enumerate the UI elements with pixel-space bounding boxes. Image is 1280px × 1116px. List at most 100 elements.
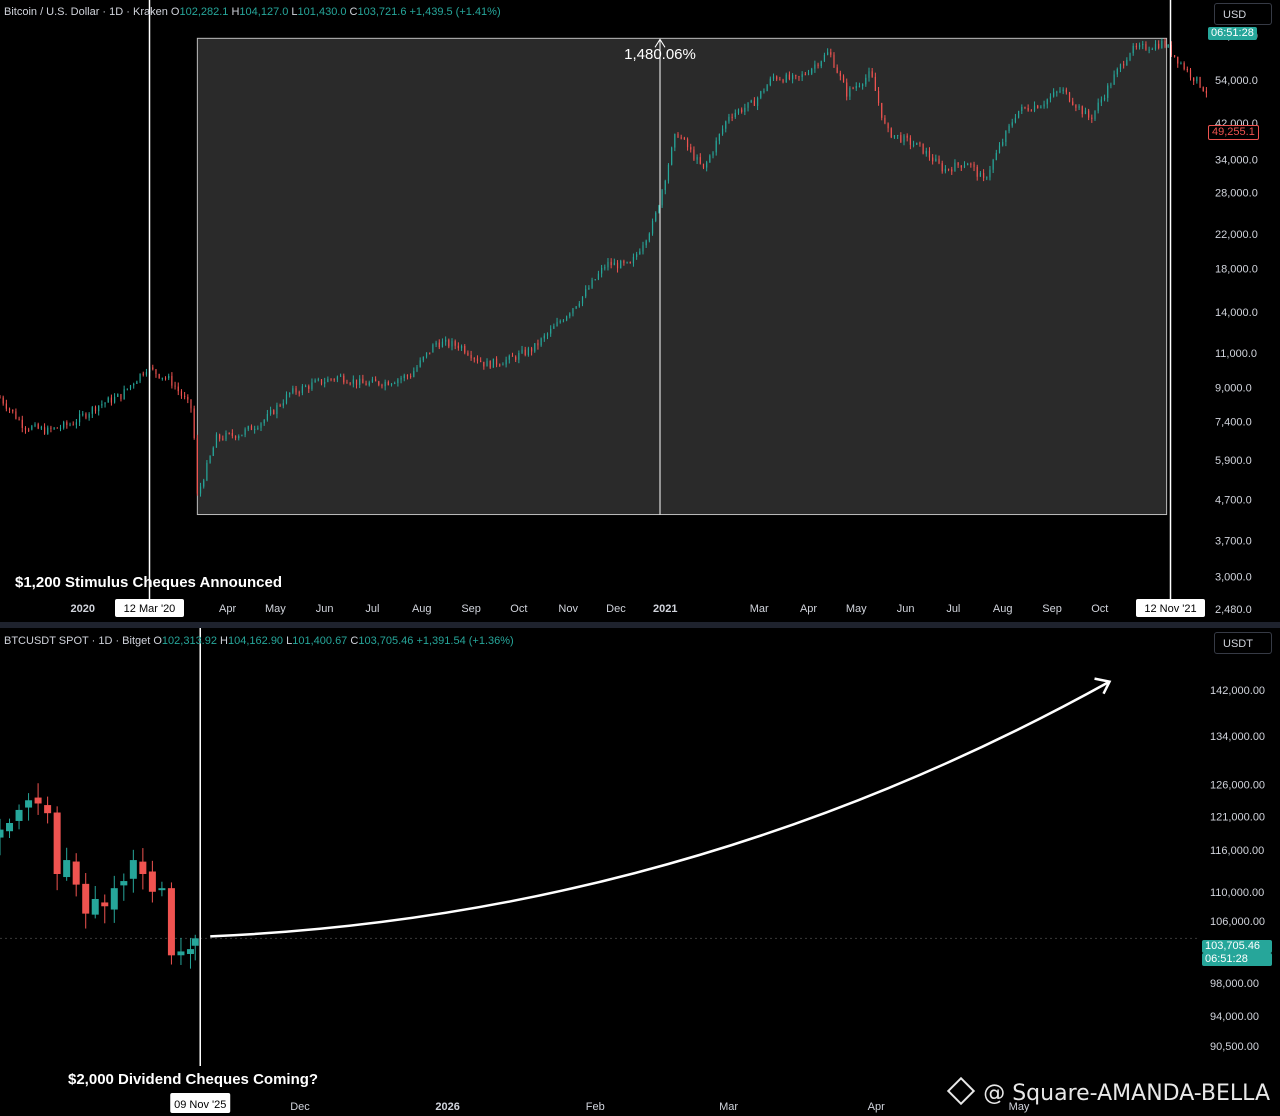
candle-body xyxy=(1043,104,1045,107)
candle-body xyxy=(1199,77,1201,88)
candle-body xyxy=(336,376,339,380)
y-tick-label: 90,500.00 xyxy=(1210,1041,1259,1053)
top-chart-pane[interactable]: 1,480.06%70,000.054,000.042,000.034,000.… xyxy=(0,0,1280,622)
candle-body xyxy=(403,375,405,379)
candle-body xyxy=(613,262,615,266)
candle-body xyxy=(110,397,113,403)
candle-body xyxy=(868,71,870,78)
candle-body xyxy=(814,64,816,69)
candle-body xyxy=(1126,59,1128,66)
candle-body xyxy=(400,378,402,380)
candle-body xyxy=(798,76,800,78)
candle-body xyxy=(43,427,46,434)
candle-body xyxy=(133,384,135,386)
candle-body xyxy=(823,54,826,62)
end-date-tag-bg xyxy=(1136,599,1205,617)
candle-body xyxy=(368,382,370,386)
y-tick-label: 134,000.00 xyxy=(1210,731,1265,743)
candle-body xyxy=(836,67,838,73)
candle-body xyxy=(0,829,4,838)
candle-body xyxy=(804,74,806,76)
candle-body xyxy=(339,375,342,377)
watermark-text: @ Square-AMANDA-BELLA xyxy=(983,1081,1270,1106)
top-countdown-tag: 06:51:28 xyxy=(1208,27,1257,40)
y-tick-label: 94,000.00 xyxy=(1210,1011,1259,1023)
candle-body xyxy=(145,372,148,375)
candle-body xyxy=(441,341,444,348)
projection-arrow-head xyxy=(1094,677,1112,695)
candle-body xyxy=(1154,43,1157,49)
x-tick-label: Feb xyxy=(586,1101,605,1113)
candle-body xyxy=(191,938,199,946)
candle-body xyxy=(1065,89,1067,93)
x-tick-label: Oct xyxy=(510,603,527,615)
candle-body xyxy=(1103,97,1106,100)
candle-body xyxy=(760,91,762,98)
candle-body xyxy=(610,261,612,266)
candle-body xyxy=(1170,44,1172,56)
candle-body xyxy=(88,413,90,418)
candle-body xyxy=(1202,87,1204,91)
candle-body xyxy=(671,147,673,165)
candle-body xyxy=(438,342,440,348)
candle-body xyxy=(1005,130,1007,143)
stimulus-annotation: $1,200 Stimulus Cheques Announced xyxy=(15,574,282,591)
candle-body xyxy=(881,102,883,118)
bottom-change: +1,391.54 (+1.36%) xyxy=(416,635,514,647)
candle-body xyxy=(352,379,354,384)
top-change: +1,439.5 (+1.41%) xyxy=(409,6,501,18)
candle-body xyxy=(979,173,982,177)
candle-body xyxy=(464,345,466,353)
y-tick-label: 5,900.0 xyxy=(1215,455,1252,467)
candle-body xyxy=(553,326,555,329)
candle-body xyxy=(155,369,157,375)
candle-body xyxy=(1094,110,1096,119)
end-date-tag: 12 Nov '21 xyxy=(1144,603,1196,615)
candle-body xyxy=(355,379,358,385)
pane-separator[interactable] xyxy=(0,622,1280,628)
x-tick-label: Mar xyxy=(719,1101,738,1113)
bottom-chart-canvas[interactable]: 142,000.00 134,000.00 126,000.00 121,000.00… xyxy=(0,628,1280,1116)
candle-body xyxy=(530,348,533,352)
bottom-currency-button[interactable]: USDT xyxy=(1214,632,1272,654)
candle-body xyxy=(476,358,479,361)
candle-body xyxy=(66,422,68,426)
measure-arrow-head xyxy=(654,38,666,48)
candle-body xyxy=(1053,92,1055,97)
bottom-countdown-tag: 06:51:28 xyxy=(1202,953,1272,966)
candle-body xyxy=(104,402,106,405)
candle-body xyxy=(129,385,132,389)
candle-body xyxy=(766,85,768,92)
candle-body xyxy=(107,397,109,403)
candle-body xyxy=(394,382,396,384)
candle-body xyxy=(772,76,775,79)
candle-body xyxy=(371,379,374,383)
watermark: @ Square-AMANDA-BELLA xyxy=(947,1076,1270,1106)
candle-body xyxy=(686,139,689,148)
candle-body xyxy=(483,361,485,367)
candle-body xyxy=(63,422,65,428)
candle-body xyxy=(546,333,549,336)
candle-body xyxy=(941,163,943,172)
candle-body xyxy=(753,100,756,106)
x-tick-label: Sep xyxy=(1042,603,1062,615)
start-date-tag-bg xyxy=(115,599,184,617)
candle-body xyxy=(967,163,969,166)
candle-body xyxy=(279,405,281,407)
candle-body xyxy=(1072,101,1074,106)
top-chart-canvas[interactable]: 1,480.06%70,000.054,000.042,000.034,000.… xyxy=(0,0,1280,622)
candle-body xyxy=(139,861,147,875)
candle-body xyxy=(648,233,650,241)
candle-body xyxy=(944,168,946,172)
candle-body xyxy=(1027,107,1029,111)
candle-body xyxy=(721,128,724,134)
candle-body xyxy=(960,165,962,168)
bottom-chart-pane[interactable]: 142,000.00 134,000.00 126,000.00 121,000.00… xyxy=(0,628,1280,1116)
candle-body xyxy=(387,381,389,386)
candle-body xyxy=(254,428,256,430)
x-tick-label: Jun xyxy=(897,603,915,615)
y-tick-label: 142,000.00 xyxy=(1210,685,1265,697)
top-currency-button[interactable]: USD xyxy=(1214,3,1272,25)
candle-body xyxy=(473,358,475,360)
y-tick-label: 110,000.00 xyxy=(1210,887,1264,899)
